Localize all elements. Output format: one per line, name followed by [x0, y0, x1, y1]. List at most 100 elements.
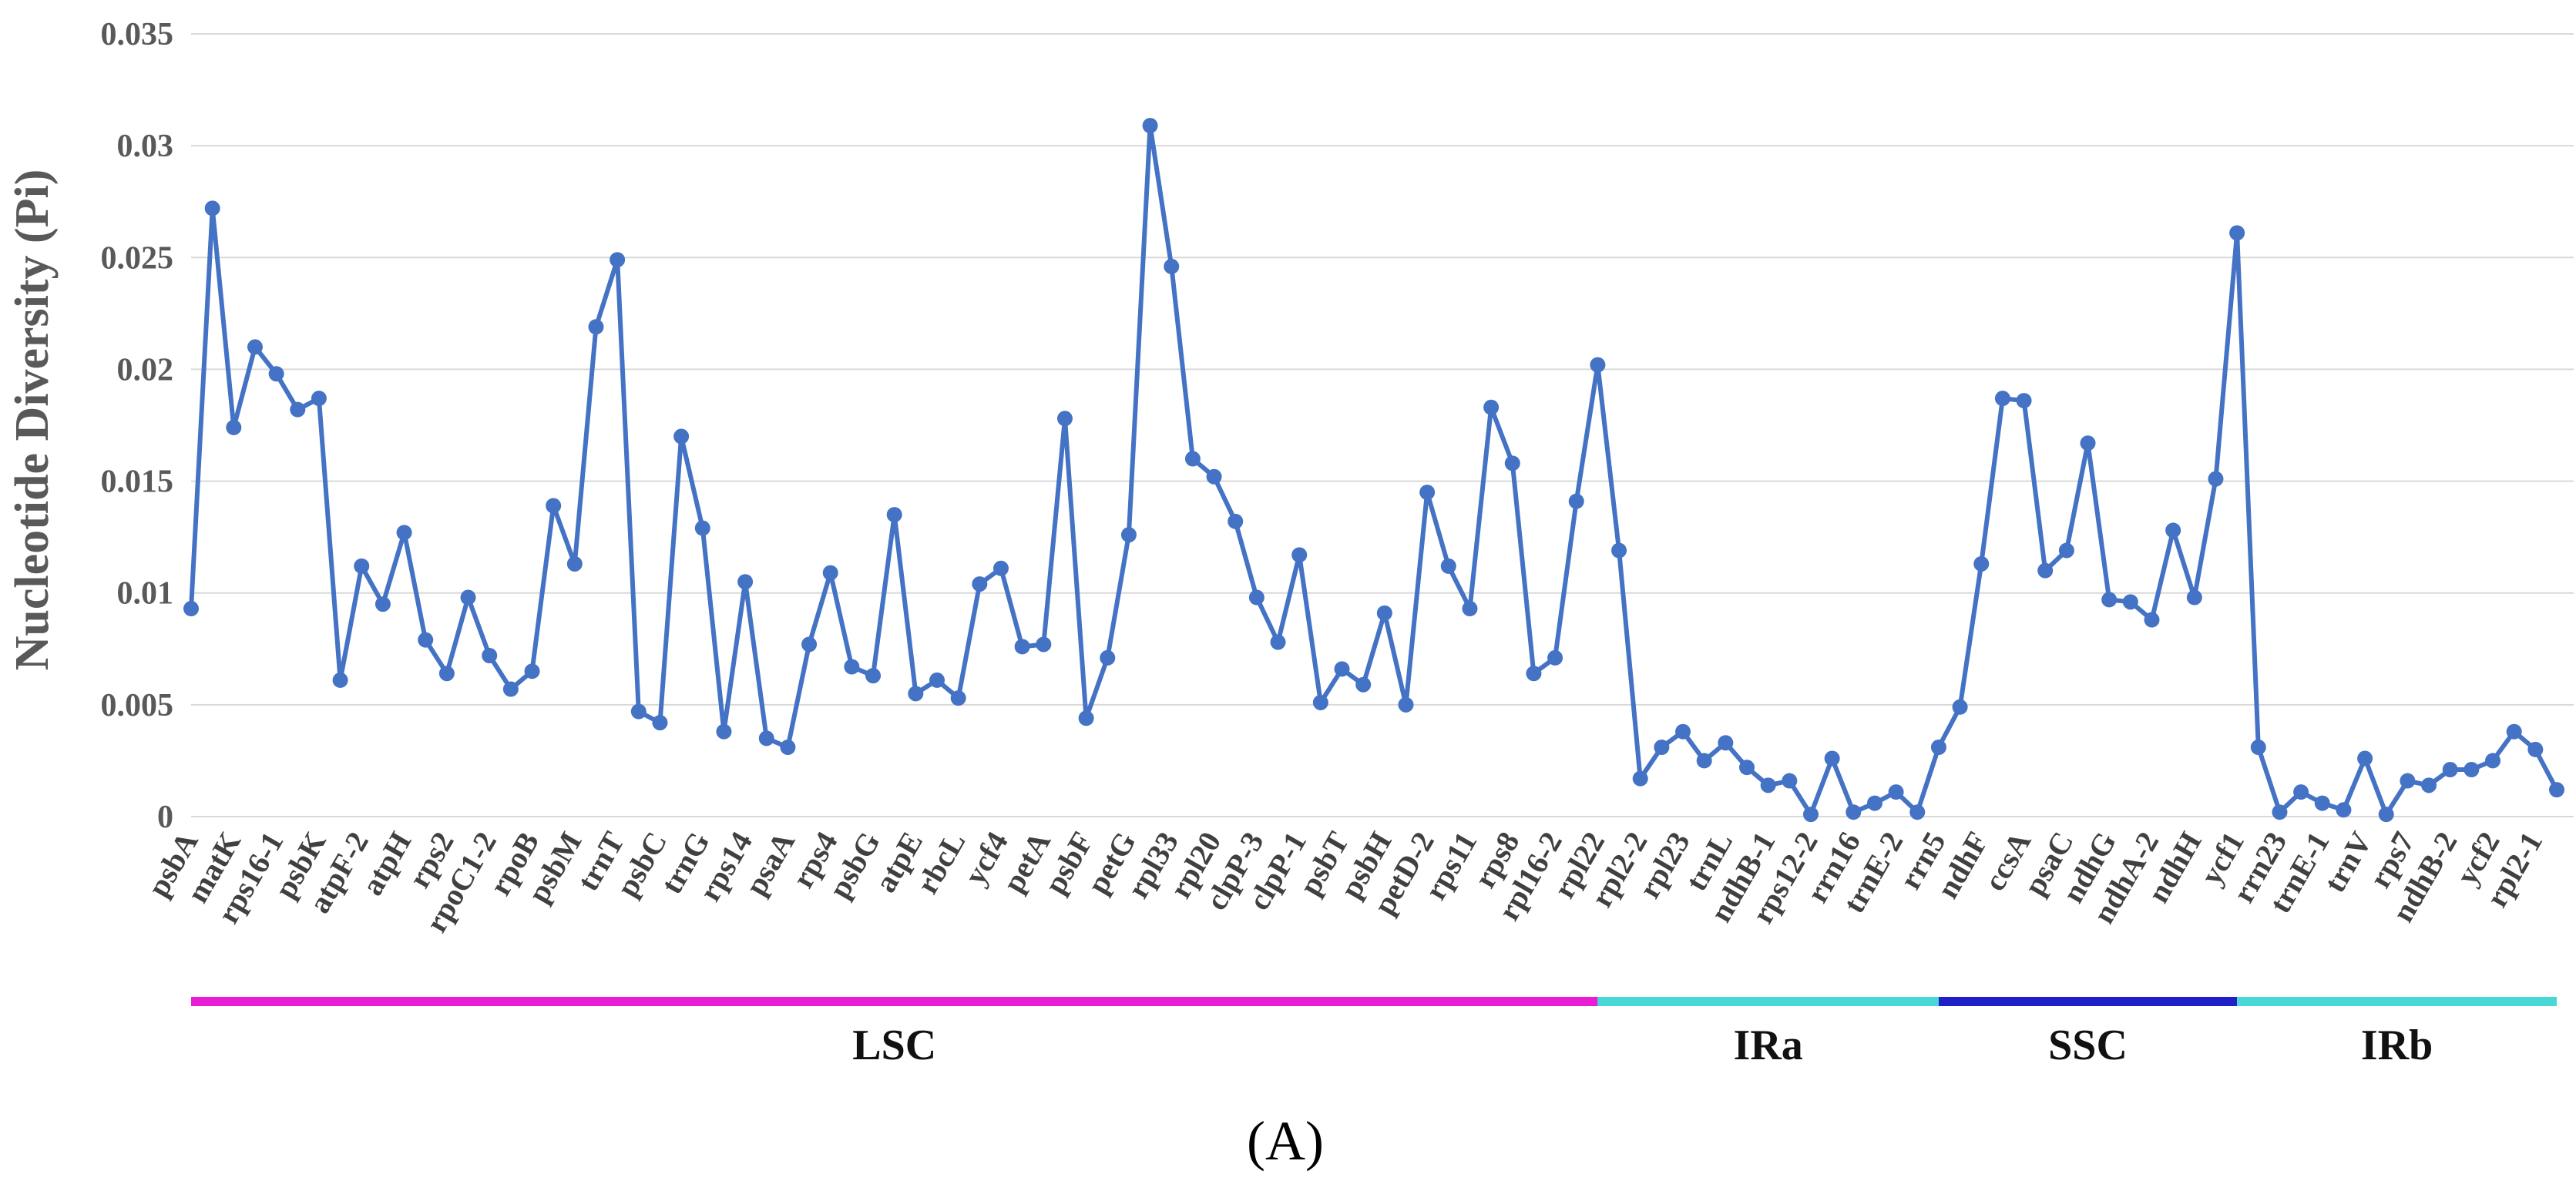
x-axis-ticks: psbAmatKrps16-1psbKatpF-2atpHrps2rpoC1-2… [140, 826, 2549, 938]
data-point [780, 740, 796, 756]
region-label: LSC [852, 1022, 936, 1069]
data-point [908, 686, 924, 702]
data-point [2549, 782, 2564, 798]
y-tick-label: 0.035 [101, 17, 174, 52]
y-tick-label: 0.02 [117, 352, 174, 387]
data-point [524, 663, 540, 679]
data-point [1312, 694, 1328, 710]
data-point [1398, 696, 1414, 713]
data-point [694, 520, 710, 536]
genome-regions: LSC IRa SSC IRb [191, 997, 2557, 1069]
data-point [2463, 762, 2480, 778]
data-point [1930, 740, 1946, 756]
data-point [2016, 393, 2032, 409]
data-point [311, 391, 327, 407]
data-point [652, 715, 668, 731]
data-point [460, 589, 476, 606]
data-point [268, 366, 284, 382]
data-point [673, 428, 690, 445]
data-point [566, 555, 583, 572]
data-point [1739, 760, 1755, 776]
data-point [2357, 750, 2373, 767]
data-point [418, 632, 434, 648]
data-point [737, 574, 754, 590]
gridlines [191, 33, 2574, 817]
y-tick-label: 0.015 [101, 465, 174, 500]
data-point [1462, 601, 1478, 617]
y-tick-label: 0 [157, 800, 173, 835]
data-point [1718, 735, 1734, 751]
data-point [1440, 558, 1456, 574]
data-point [1100, 649, 1116, 666]
data-point [2400, 773, 2416, 789]
y-axis-ticks: 0 0.005 0.01 0.015 0.02 0.025 0.03 0.035 [101, 17, 174, 835]
region-label: IRa [1734, 1022, 1803, 1069]
data-point [2378, 807, 2394, 823]
data-point [886, 507, 902, 523]
data-point [2314, 795, 2330, 811]
data-point [1696, 753, 1712, 769]
y-tick-label: 0.03 [117, 129, 174, 164]
data-point [1909, 804, 1926, 820]
data-point [482, 647, 498, 663]
data-point [1206, 468, 1222, 485]
data-point [2250, 740, 2266, 756]
data-point [2272, 804, 2288, 820]
data-point [1782, 773, 1798, 789]
data-point [1547, 649, 1563, 666]
data-point [2208, 471, 2224, 487]
data-point [1760, 777, 1776, 793]
y-tick-label: 0.005 [101, 688, 174, 723]
data-point [396, 525, 412, 541]
data-point [1611, 542, 1627, 559]
data-point [2442, 762, 2458, 778]
data-point [2421, 777, 2437, 793]
data-point [1654, 740, 1670, 756]
data-point [183, 601, 199, 617]
data-point [290, 401, 306, 418]
data-point [1483, 399, 1500, 415]
data-point [1291, 547, 1308, 563]
data-point [354, 558, 370, 574]
data-point [2229, 225, 2245, 241]
data-point [2165, 522, 2181, 538]
data-point [226, 419, 242, 435]
data-point [2058, 542, 2074, 559]
data-point [1504, 455, 1520, 471]
data-point [1036, 636, 1052, 653]
data-point [822, 565, 838, 581]
data-point [2080, 435, 2096, 451]
data-point [1376, 605, 1392, 621]
data-point [1952, 699, 1968, 715]
data-point [588, 319, 604, 335]
data-point [2186, 589, 2202, 606]
data-point [204, 200, 220, 216]
data-point [1078, 710, 1094, 726]
diversity-series [183, 118, 2564, 823]
region-label: IRb [2361, 1022, 2433, 1069]
panel-label: (A) [1247, 1110, 1324, 1172]
data-point [865, 668, 882, 684]
data-point [758, 730, 774, 746]
data-point [801, 636, 818, 653]
data-point [1568, 493, 1584, 509]
data-point [1142, 118, 1158, 134]
data-point [1675, 723, 1691, 740]
data-point [950, 690, 966, 706]
data-point [2485, 753, 2501, 769]
data-point [2293, 784, 2309, 800]
data-point [1802, 807, 1819, 823]
data-point [929, 672, 945, 688]
data-point [1164, 258, 1180, 274]
data-point [1419, 485, 1436, 501]
data-point [1846, 804, 1862, 820]
data-point [1056, 411, 1073, 427]
data-point [1184, 451, 1201, 467]
y-tick-label: 0.025 [101, 240, 174, 276]
data-point [972, 576, 988, 592]
data-point [1888, 784, 1904, 800]
y-tick-label: 0.01 [117, 576, 174, 612]
data-point [546, 498, 562, 514]
data-point [1824, 750, 1840, 767]
